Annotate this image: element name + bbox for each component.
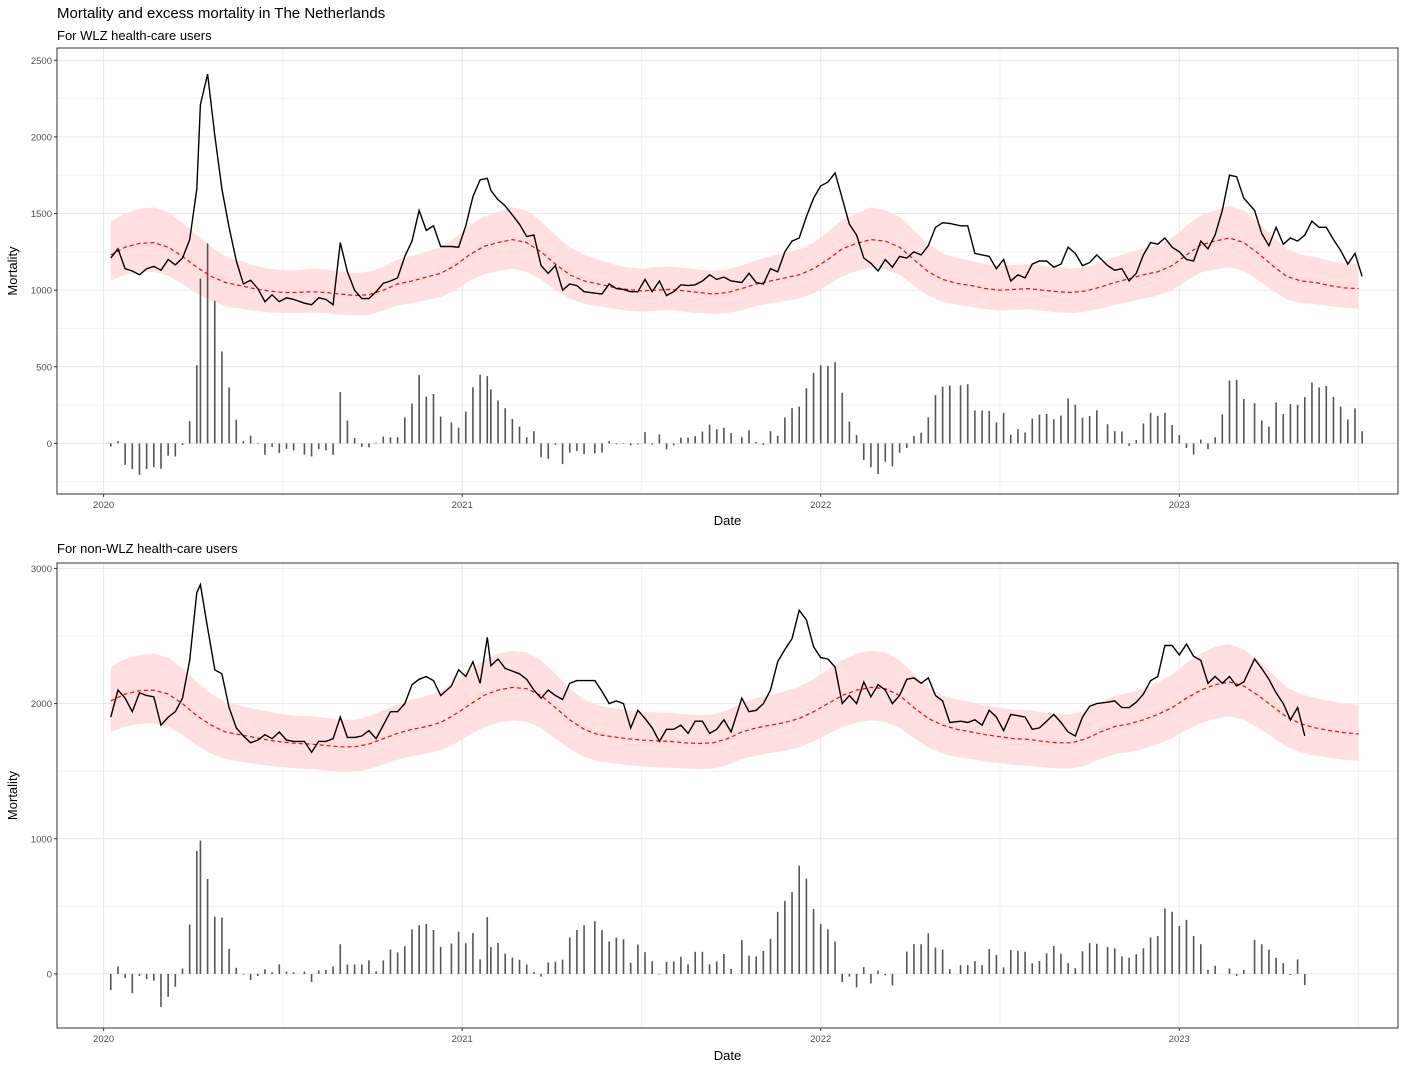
y-tick-label: 1500 bbox=[31, 209, 52, 220]
y-axis-label: Mortality bbox=[5, 770, 20, 820]
plot-border bbox=[56, 562, 1399, 1029]
x-tick-label: 2022 bbox=[810, 500, 831, 511]
y-tick-label: 2000 bbox=[31, 699, 52, 710]
panel-subtitle: For non-WLZ health-care users bbox=[57, 541, 238, 556]
excess-bars bbox=[109, 243, 1363, 475]
excess-bars bbox=[109, 840, 1306, 1008]
y-tick-label: 1000 bbox=[31, 286, 52, 297]
x-axis-label: Date bbox=[714, 1048, 741, 1063]
chart-title: Mortality and excess mortality in The Ne… bbox=[57, 5, 386, 22]
x-tick-label: 2020 bbox=[93, 500, 114, 511]
panel-1: For WLZ health-care users 0 500 1000 1500 200… bbox=[5, 28, 1399, 528]
plot-background bbox=[57, 563, 1398, 1028]
y-tick-label: 500 bbox=[36, 362, 52, 373]
x-tick-label: 2023 bbox=[1169, 1034, 1190, 1045]
baseline-interval-band bbox=[110, 644, 1359, 772]
x-tick-label: 2020 bbox=[93, 1034, 114, 1045]
observed-line bbox=[110, 73, 1363, 306]
panel-2: For non-WLZ health-care users 0 1000 2000 30… bbox=[5, 541, 1399, 1063]
x-tick-label: 2022 bbox=[810, 1034, 831, 1045]
baseline-line bbox=[110, 681, 1359, 748]
y-tick-label: 2000 bbox=[31, 132, 52, 143]
y-axis-label: Mortality bbox=[5, 246, 20, 296]
x-tick-label: 2023 bbox=[1169, 500, 1190, 511]
y-tick-label: 0 bbox=[47, 439, 52, 450]
y-tick-label: 1000 bbox=[31, 834, 52, 845]
panel-subtitle: For WLZ health-care users bbox=[57, 28, 212, 43]
y-tick-label: 2500 bbox=[31, 56, 52, 67]
y-tick-label: 0 bbox=[47, 969, 52, 980]
x-tick-label: 2021 bbox=[452, 500, 473, 511]
plot-border bbox=[56, 47, 1399, 495]
y-tick-label: 3000 bbox=[31, 564, 52, 575]
x-axis-label: Date bbox=[714, 513, 741, 528]
x-tick-label: 2021 bbox=[452, 1034, 473, 1045]
baseline-line bbox=[110, 237, 1359, 297]
baseline-interval-band bbox=[110, 205, 1359, 316]
observed-line bbox=[110, 582, 1306, 754]
